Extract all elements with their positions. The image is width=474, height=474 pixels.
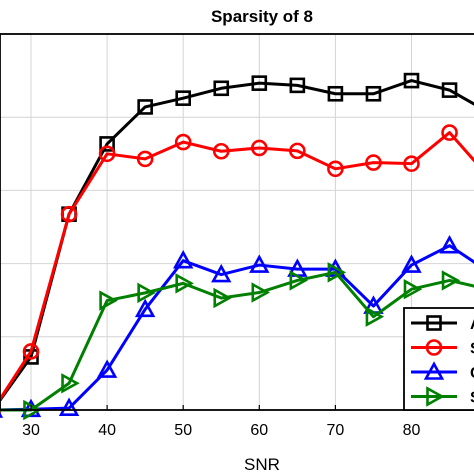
legend-label: S [470, 341, 474, 358]
data-point-triangle-right [137, 282, 156, 304]
data-point-triangle-right [175, 273, 194, 294]
legend: ASCS [403, 307, 474, 411]
data-point-circle [403, 155, 420, 172]
data-point-circle [22, 343, 40, 360]
legend-box [403, 307, 474, 411]
legend-label: A [470, 316, 474, 333]
data-point-triangle-right [426, 386, 445, 407]
legend-label: C [470, 365, 474, 382]
data-point-triangle-up [423, 361, 445, 380]
data-point-square [403, 72, 420, 89]
data-point-triangle-up [249, 254, 270, 273]
plot-frame [0, 33, 474, 411]
data-point-triangle-right [99, 290, 118, 311]
data-point-triangle-up [401, 254, 422, 273]
data-point-circle [289, 142, 306, 160]
data-point-circle [441, 124, 458, 141]
data-point-triangle-right [403, 279, 423, 300]
data-point-square [426, 315, 442, 331]
x-tick-label: 30 [22, 422, 40, 439]
data-point-circle [174, 133, 192, 151]
data-point-circle [425, 339, 443, 356]
legend-entry: A [411, 315, 474, 333]
data-point-triangle-right [365, 306, 385, 327]
x-tick-label: 50 [174, 422, 192, 439]
series-1 [0, 72, 474, 418]
data-point-square [137, 99, 153, 115]
series-line [0, 270, 474, 412]
data-point-square [251, 75, 268, 91]
data-point-triangle-right [289, 270, 309, 291]
data-point-circle [250, 139, 268, 157]
legend-entry: S [411, 339, 474, 358]
x-axis-label: SNR [244, 455, 280, 474]
data-point-circle [327, 160, 344, 178]
data-point-square [365, 85, 382, 102]
data-point-triangle-up [58, 397, 80, 416]
data-point-triangle-right [251, 282, 270, 303]
data-point-triangle-right [327, 262, 347, 283]
data-point-circle [365, 154, 382, 171]
data-point-circle [212, 142, 230, 160]
data-point-triangle-up [172, 249, 194, 269]
series-4 [0, 262, 474, 421]
data-point-triangle-right [61, 373, 80, 394]
series-layer [0, 72, 474, 421]
data-point-square [327, 85, 344, 102]
x-tick-label: 60 [250, 422, 268, 439]
data-point-square [289, 77, 306, 94]
x-tick-layer: 30 40 50 60 70 80 [22, 405, 421, 439]
x-tick-label: 80 [403, 422, 421, 439]
legend-entry: S [411, 386, 474, 407]
data-point-triangle-right [441, 270, 461, 291]
data-point-triangle-up [439, 234, 460, 254]
data-point-triangle-right [213, 287, 232, 309]
data-point-square [213, 80, 230, 97]
series-2 [0, 124, 474, 415]
x-tick-label: 70 [327, 422, 345, 439]
data-point-triangle-up [134, 298, 156, 318]
legend-label: S [470, 390, 474, 407]
data-point-triangle-up [96, 359, 118, 378]
data-point-circle [98, 145, 116, 163]
data-point-square [441, 82, 458, 98]
series-3 [0, 234, 474, 418]
series-line [0, 79, 474, 403]
data-point-triangle-up [211, 263, 232, 283]
data-point-square [175, 90, 191, 106]
x-tick-label: 40 [98, 422, 116, 439]
data-point-circle [60, 205, 78, 223]
data-point-circle [136, 150, 154, 168]
chart-title: Sparsity of 8 [211, 7, 313, 26]
legend-entry: C [411, 361, 474, 382]
data-point-square [99, 136, 115, 152]
